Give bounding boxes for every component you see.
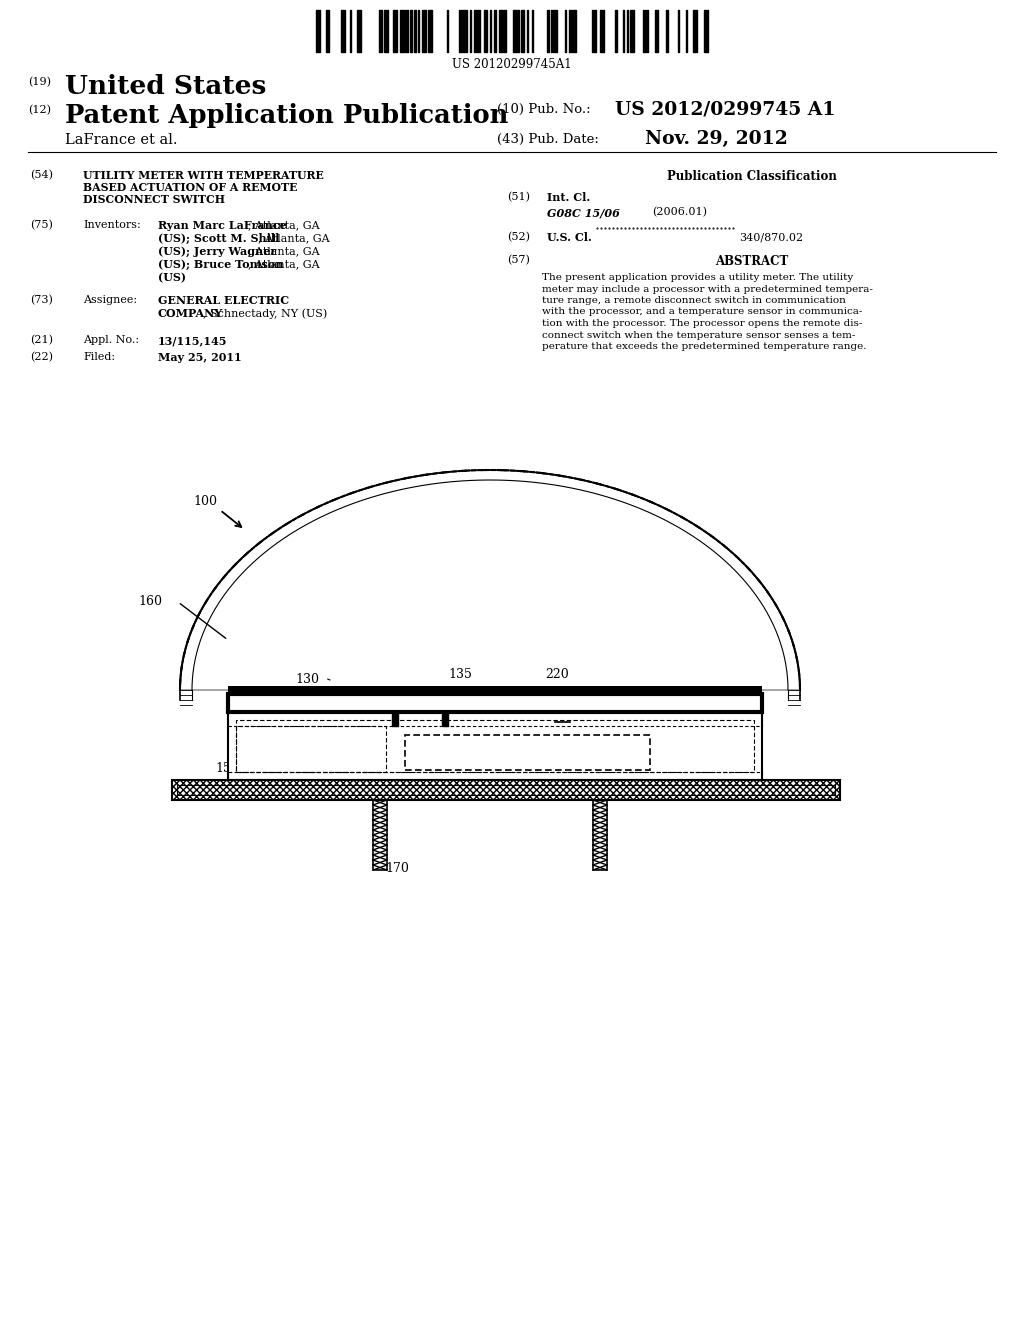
Text: G08C 15/06: G08C 15/06 [547,207,620,218]
Text: (73): (73) [30,294,53,305]
Text: 200: 200 [508,756,531,770]
Text: LaFrance et al.: LaFrance et al. [65,133,177,147]
Text: (19): (19) [28,77,51,87]
Text: 220: 220 [545,668,568,681]
Text: , Schnectady, NY (US): , Schnectady, NY (US) [203,308,328,318]
Text: (10) Pub. No.:: (10) Pub. No.: [497,103,591,116]
Text: (51): (51) [507,191,530,202]
Text: 120: 120 [400,717,424,730]
Text: 135: 135 [449,668,472,681]
Text: Filed:: Filed: [83,352,115,362]
Text: US 20120299745A1: US 20120299745A1 [453,58,571,71]
Text: (54): (54) [30,170,53,181]
Text: 150: 150 [215,762,239,775]
Bar [593,800,607,870]
Text: ture range, a remote disconnect switch in communication: ture range, a remote disconnect switch i… [542,296,846,305]
Text: Publication Classification: Publication Classification [667,170,837,183]
Text: connect switch when the temperature sensor senses a tem-: connect switch when the temperature sens… [542,330,855,339]
Text: , Atlanta, GA: , Atlanta, GA [248,220,319,230]
Text: Inventors:: Inventors: [83,220,140,230]
Text: UTILITY METER WITH TEMPERATURE: UTILITY METER WITH TEMPERATURE [83,170,324,181]
Bar [406,735,650,770]
Text: COMPANY: COMPANY [158,308,223,319]
Text: (57): (57) [507,255,529,265]
Text: Patent Application Publication: Patent Application Publication [65,103,508,128]
Text: 210: 210 [560,719,584,733]
Text: , Atlanta, GA: , Atlanta, GA [258,234,330,243]
Text: United States: United States [65,74,266,99]
Text: US 2012/0299745 A1: US 2012/0299745 A1 [615,102,836,119]
Text: , Atlanta, GA: , Atlanta, GA [248,259,319,269]
Bar [228,772,762,780]
Text: 140: 140 [319,777,344,791]
Text: 170: 170 [385,862,409,875]
Text: Assignee:: Assignee: [83,294,137,305]
Text: 130: 130 [295,673,319,686]
Text: meter may include a processor with a predetermined tempera-: meter may include a processor with a pre… [542,285,872,293]
Text: 160: 160 [138,595,162,609]
Text: DISCONNECT SWITCH: DISCONNECT SWITCH [83,194,225,205]
Text: (US): (US) [158,272,186,282]
Text: (US); Jerry Wagner: (US); Jerry Wagner [158,246,276,257]
Text: with the processor, and a temperature sensor in communica-: with the processor, and a temperature se… [542,308,862,317]
Text: (22): (22) [30,352,53,362]
Text: Nov. 29, 2012: Nov. 29, 2012 [645,129,787,148]
Text: May 25, 2011: May 25, 2011 [158,352,242,363]
Text: , Atlanta, GA: , Atlanta, GA [248,246,319,256]
Text: GENERAL ELECTRIC: GENERAL ELECTRIC [158,294,289,306]
Text: (75): (75) [30,220,53,230]
Text: perature that exceeds the predetermined temperature range.: perature that exceeds the predetermined … [542,342,866,351]
Text: Int. Cl.: Int. Cl. [547,191,590,203]
Text: tion with the processor. The processor opens the remote dis-: tion with the processor. The processor o… [542,319,862,327]
Text: ABSTRACT: ABSTRACT [715,255,788,268]
Text: 110: 110 [248,723,272,737]
Text: (US); Scott M. Shill: (US); Scott M. Shill [158,234,280,244]
Text: 340/870.02: 340/870.02 [739,232,803,242]
Bar [172,780,840,800]
Bar [373,800,387,870]
Text: BASED ACTUATION OF A REMOTE: BASED ACTUATION OF A REMOTE [83,182,297,193]
Text: (12): (12) [28,106,51,115]
Text: U.S. Cl.: U.S. Cl. [547,232,592,243]
Text: The present application provides a utility meter. The utility: The present application provides a utili… [542,273,853,282]
Text: (43) Pub. Date:: (43) Pub. Date: [497,133,599,147]
Bar [228,686,762,692]
Bar [172,780,840,800]
Bar [177,785,835,795]
Bar [236,719,754,772]
Text: (US); Bruce Tomson: (US); Bruce Tomson [158,259,284,271]
Bar [228,711,762,726]
Text: 13/115,145: 13/115,145 [158,335,227,346]
Text: (2006.01): (2006.01) [652,207,707,218]
Text: Ryan Marc LaFrance: Ryan Marc LaFrance [158,220,287,231]
Text: 100: 100 [193,495,217,508]
Bar [228,694,762,711]
Polygon shape [180,470,800,690]
Text: Appl. No.:: Appl. No.: [83,335,139,345]
Text: (21): (21) [30,335,53,346]
Bar [228,711,762,780]
Text: (52): (52) [507,232,530,243]
Bar [236,726,386,772]
